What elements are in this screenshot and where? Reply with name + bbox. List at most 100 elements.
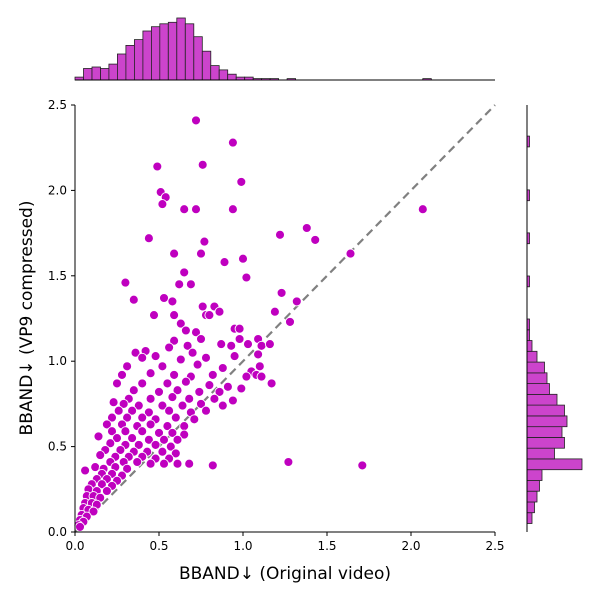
scatter-point bbox=[152, 161, 163, 172]
scatter-point bbox=[157, 400, 168, 411]
scatter-point bbox=[345, 248, 356, 259]
scatter-point bbox=[229, 351, 240, 362]
scatter-point bbox=[204, 310, 215, 321]
scatter-point bbox=[217, 400, 228, 411]
scatter-point bbox=[227, 204, 238, 215]
scatter-point bbox=[127, 405, 138, 416]
scatter-point bbox=[150, 439, 161, 450]
y-axis-ticks: 0.0 0.5 1.0 1.5 2.0 2.5 bbox=[48, 98, 75, 539]
scatter-point bbox=[127, 433, 138, 444]
y-hist-bar bbox=[526, 361, 545, 374]
x-hist-bar bbox=[117, 53, 127, 81]
scatter-point bbox=[154, 386, 164, 397]
scatter-point bbox=[145, 368, 156, 379]
scatter-point bbox=[234, 323, 245, 334]
scatter-point bbox=[199, 236, 210, 247]
scatter-point bbox=[172, 458, 183, 469]
scatter-point bbox=[191, 327, 201, 338]
scatter-point bbox=[112, 378, 122, 389]
scatter-point bbox=[301, 223, 312, 233]
scatter-point bbox=[80, 465, 91, 476]
x-tick-label: 0.5 bbox=[149, 539, 168, 553]
y-hist-bar bbox=[526, 393, 558, 406]
scatter-point bbox=[128, 294, 139, 305]
scatter-point bbox=[226, 340, 237, 351]
scatter-point bbox=[137, 426, 148, 437]
scatter-point bbox=[276, 287, 287, 298]
scatter-point bbox=[145, 419, 156, 430]
scatter-point bbox=[169, 310, 180, 321]
scatter-point bbox=[120, 426, 131, 437]
x-hist-bar bbox=[193, 36, 203, 81]
scatter-point bbox=[184, 393, 195, 404]
scatter-point bbox=[241, 272, 252, 283]
scatter-point bbox=[216, 339, 227, 350]
scatter-point bbox=[227, 137, 238, 148]
y-hist-bar bbox=[526, 436, 565, 449]
scatter-point bbox=[96, 479, 107, 490]
scatter-point bbox=[122, 463, 133, 474]
scatter-point bbox=[157, 446, 168, 457]
scatter-point bbox=[201, 352, 211, 363]
scatter-point bbox=[191, 204, 201, 215]
scatter-point bbox=[197, 159, 208, 170]
scatter-point bbox=[269, 306, 280, 317]
x-hist-bar bbox=[91, 66, 101, 81]
scatter-point bbox=[236, 383, 247, 394]
scatter-point bbox=[143, 233, 154, 244]
scatter-point bbox=[167, 296, 178, 307]
scatter-point bbox=[107, 426, 117, 437]
scatter-point bbox=[196, 248, 206, 259]
scatter-point bbox=[219, 257, 230, 268]
scatter-point bbox=[75, 521, 85, 532]
scatter-point bbox=[115, 445, 126, 455]
scatter-point bbox=[275, 229, 285, 240]
scatter-point bbox=[112, 433, 122, 444]
scatter-point bbox=[170, 448, 181, 459]
scatter-point bbox=[172, 385, 183, 396]
scatter-point bbox=[187, 347, 198, 358]
scatter-point bbox=[236, 176, 247, 187]
scatter-point bbox=[227, 395, 238, 406]
x-hist-bar bbox=[100, 68, 110, 81]
scatter-point bbox=[167, 392, 178, 403]
scatter-point bbox=[130, 347, 141, 358]
scatter-point bbox=[145, 393, 156, 404]
scatter-point bbox=[197, 301, 208, 312]
scatter-point bbox=[214, 306, 225, 317]
y-hist-bar bbox=[526, 383, 550, 395]
x-hist-bar bbox=[150, 26, 161, 81]
scatter-point bbox=[169, 248, 180, 259]
scatter-point bbox=[204, 380, 215, 391]
scatter-point bbox=[105, 438, 116, 449]
scatter-point bbox=[241, 371, 252, 382]
scatter-point bbox=[95, 450, 106, 461]
scatter-point bbox=[113, 405, 124, 416]
x-hist-bar bbox=[201, 50, 212, 81]
scatter-point bbox=[164, 342, 175, 353]
scatter-point bbox=[167, 427, 178, 438]
scatter-point bbox=[254, 361, 265, 372]
scatter-point bbox=[118, 398, 129, 409]
scatter-point bbox=[175, 318, 186, 329]
x-hist-bar bbox=[108, 63, 118, 81]
x-tick-label: 1.0 bbox=[233, 539, 252, 553]
y-hist-bar bbox=[526, 340, 533, 352]
scatter-point bbox=[238, 253, 248, 264]
x-hist-bar bbox=[159, 23, 169, 81]
scatter-point bbox=[182, 340, 193, 351]
x-tick-label: 2.5 bbox=[485, 539, 504, 553]
scatter-point bbox=[133, 400, 144, 411]
scatter-point bbox=[179, 429, 190, 440]
y-hist-bar bbox=[526, 512, 533, 524]
x-tick-label: 1.5 bbox=[317, 539, 336, 553]
scatter-point bbox=[162, 378, 173, 389]
y-tick-label: 0.5 bbox=[48, 440, 67, 454]
scatter-point bbox=[143, 407, 154, 418]
y-hist-bar bbox=[526, 415, 568, 428]
x-tick-label: 0.0 bbox=[65, 539, 84, 553]
scatter-point bbox=[194, 386, 205, 397]
scatter-point bbox=[234, 334, 245, 344]
scatter-point bbox=[149, 310, 159, 321]
